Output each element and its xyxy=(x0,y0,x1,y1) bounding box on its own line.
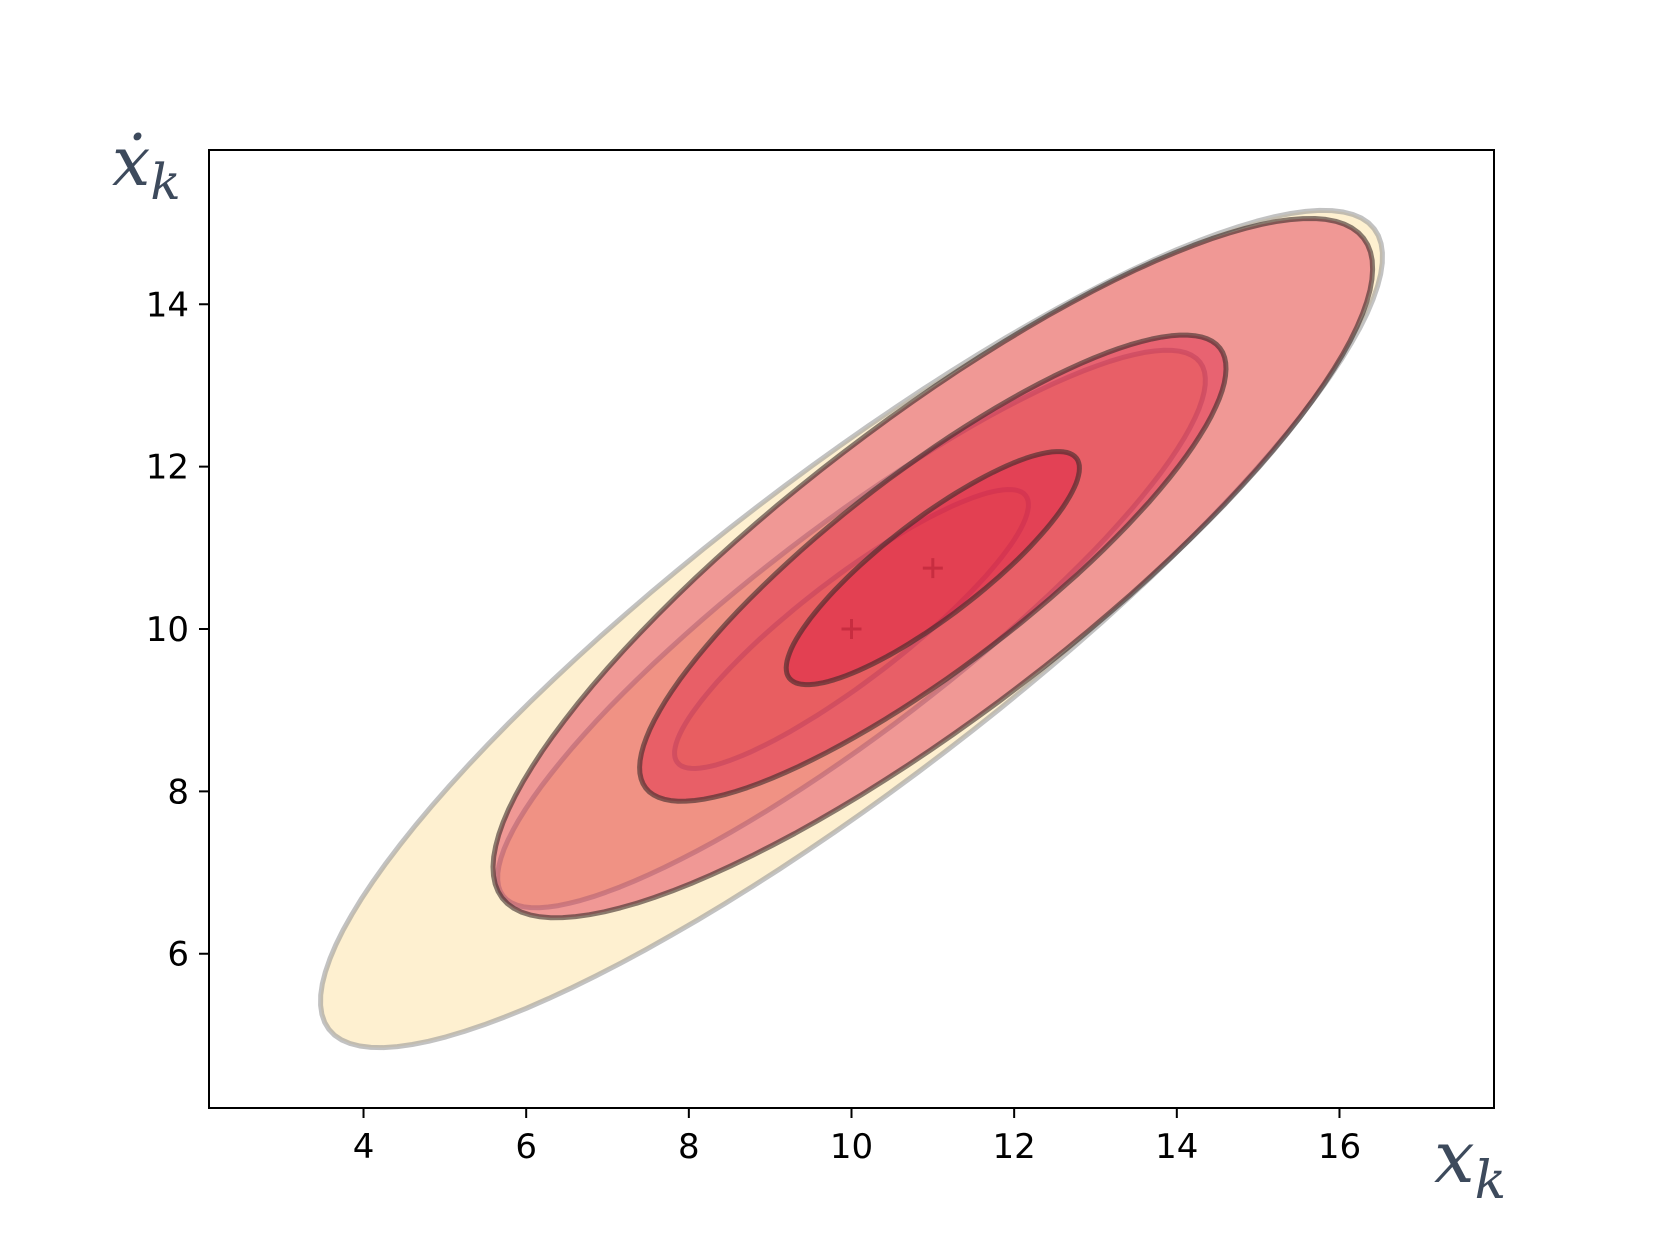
x-tick-label: 6 xyxy=(515,1127,537,1167)
marker-layer xyxy=(841,558,943,639)
x-tick-label: 14 xyxy=(1155,1127,1198,1167)
x-tick-label: 10 xyxy=(830,1127,873,1167)
x-tick-label: 4 xyxy=(353,1127,375,1167)
y-tick-label: 6 xyxy=(167,935,189,975)
x-axis-ticks: 4 6 8 10 12 14 16 xyxy=(353,1108,1361,1167)
x-axis-label-subscript: k xyxy=(1475,1151,1507,1211)
y-axis-ticks: 6 8 10 12 14 xyxy=(146,285,209,975)
y-axis-label-subscript: k xyxy=(150,153,180,211)
x-tick-label: 16 xyxy=(1318,1127,1361,1167)
y-tick-label: 10 xyxy=(146,610,189,650)
series-1-center-marker xyxy=(841,619,862,639)
x-tick-label: 8 xyxy=(678,1127,700,1167)
y-axis-label: ẋk xyxy=(112,123,181,211)
y-tick-label: 14 xyxy=(146,285,189,325)
y-tick-label: 12 xyxy=(146,448,189,488)
x-tick-label: 12 xyxy=(993,1127,1036,1167)
y-tick-label: 8 xyxy=(167,772,189,812)
x-axis-label: xk xyxy=(1434,1115,1506,1211)
series-2-center-marker xyxy=(922,558,943,579)
x-axis-label-main: x xyxy=(1434,1115,1475,1199)
y-axis-label-main: ẋ xyxy=(112,123,150,202)
